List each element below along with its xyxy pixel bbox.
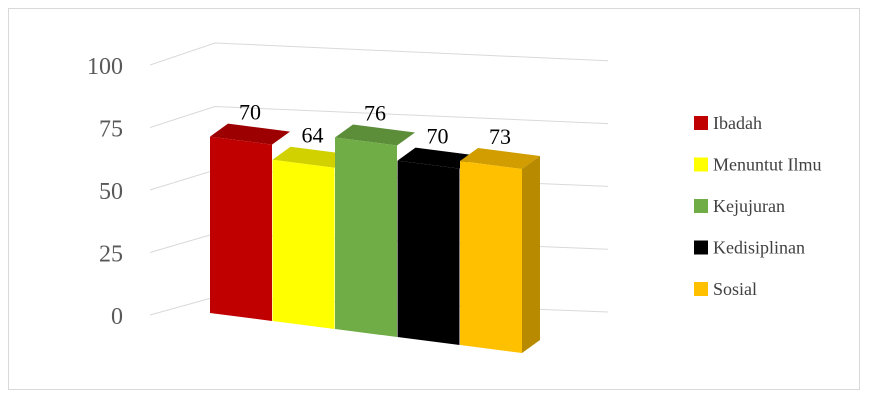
legend-label: Sosial: [713, 279, 757, 299]
y-tick-label: 0: [111, 304, 123, 330]
bar-front: [210, 136, 272, 321]
bar-top: [272, 146, 353, 168]
bar: [272, 146, 353, 329]
bar-top: [460, 148, 540, 170]
y-tick-label: 75: [99, 117, 123, 143]
legend-item: Sosial: [694, 279, 757, 299]
y-tick-label: 100: [87, 54, 123, 80]
bar-front: [335, 137, 397, 337]
bar: [210, 123, 290, 321]
y-tick-label: 50: [99, 179, 123, 205]
legend-item: Menuntut Ilmu: [694, 155, 822, 175]
legend-item: Kedisiplinan: [694, 238, 805, 258]
bar: [460, 148, 540, 353]
legend-swatch: [694, 116, 708, 130]
legend-label: Kejujuran: [713, 196, 785, 216]
bar: [335, 124, 415, 337]
legend-label: Ibadah: [713, 113, 762, 133]
legend-swatch: [694, 282, 708, 296]
bars: [210, 123, 540, 353]
legend-item: Ibadah: [694, 113, 762, 133]
gridline: [149, 42, 609, 66]
legend-label: Kedisiplinan: [713, 238, 805, 258]
legend-swatch: [694, 199, 708, 213]
gridline: [149, 105, 609, 128]
bar-side: [522, 156, 540, 353]
data-label: 76: [364, 100, 386, 125]
data-label: 70: [427, 124, 449, 149]
bar-top: [335, 124, 415, 146]
legend-item: Kejujuran: [694, 196, 785, 216]
bar-front: [460, 161, 522, 353]
data-labels: 70 64 76 70 73: [239, 100, 511, 149]
bar-front: [397, 160, 460, 345]
legend-label: Menuntut Ilmu: [713, 155, 822, 175]
bar-top: [210, 123, 290, 145]
data-label: 64: [302, 123, 324, 148]
legend-swatch: [694, 240, 708, 255]
legend-swatch: [694, 157, 708, 172]
bar-front: [272, 159, 335, 329]
data-label: 70: [239, 100, 261, 125]
y-tick-labels: 0 25 50 75 100: [87, 54, 123, 330]
data-label: 73: [489, 124, 511, 149]
legend: Ibadah Menuntut Ilmu Kejujuran Kedisiplinan…: [694, 113, 822, 299]
bar: [397, 147, 478, 345]
bar-top: [397, 147, 478, 169]
y-tick-label: 25: [99, 242, 123, 268]
